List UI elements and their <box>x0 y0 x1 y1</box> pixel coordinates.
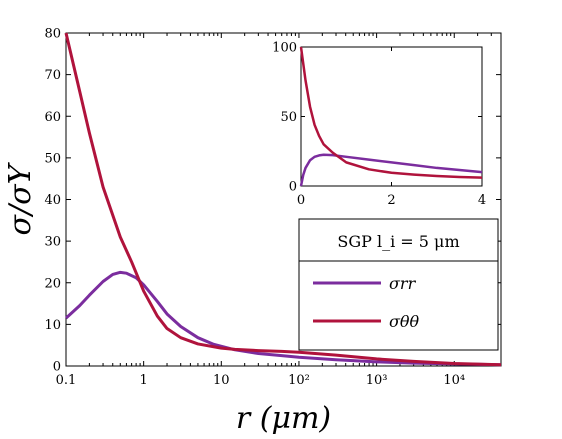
inset-y-tick-label: 0 <box>289 180 297 195</box>
x-tick-label: 10² <box>288 373 310 388</box>
inset-series-line-sigma-rr <box>299 153 483 187</box>
inset-plot-frame <box>300 46 483 187</box>
x-tick-label: 10⁴ <box>443 373 465 388</box>
inset-x-tick-label: 2 <box>387 193 395 208</box>
y-tick-label: 30 <box>44 235 61 250</box>
inset-x-tick-label: 0 <box>297 193 305 208</box>
x-tick-label: 10 <box>213 373 230 388</box>
inset-y-tick-label: 100 <box>272 41 297 56</box>
y-tick-label: 80 <box>44 27 61 42</box>
x-tick-label: 1 <box>140 373 148 388</box>
legend: SGP l_i = 5 μm σrr σθθ <box>298 218 499 351</box>
legend-title: SGP l_i = 5 μm <box>337 232 459 251</box>
main-series-line-sigma-thetatheta <box>64 32 502 367</box>
legend-label-sigma-thetatheta: σθθ <box>389 312 420 331</box>
inset-y-tick-label: 50 <box>280 110 297 125</box>
inset-series-line-sigma-thetatheta <box>299 46 483 179</box>
y-tick-label: 40 <box>44 193 61 208</box>
legend-label-sigma-rr: σrr <box>389 274 417 293</box>
x-tick-label: 10³ <box>366 373 388 388</box>
x-tick-label: 0.1 <box>56 373 77 388</box>
x-axis-label: r (μm) <box>236 401 331 436</box>
inset-x-tick-label: 4 <box>478 193 486 208</box>
main-series-line-sigma-rr <box>64 270 502 367</box>
y-tick-label: 10 <box>44 318 61 333</box>
y-tick-label: 0 <box>53 360 61 375</box>
inset-plot: 0 50 100 0 2 4 <box>272 41 486 209</box>
y-axis-label: σ/σY <box>3 161 38 235</box>
y-tick-label: 50 <box>44 151 61 166</box>
y-tick-label: 70 <box>44 68 61 83</box>
y-tick-label: 20 <box>44 276 61 291</box>
y-tick-label: 60 <box>44 110 61 125</box>
